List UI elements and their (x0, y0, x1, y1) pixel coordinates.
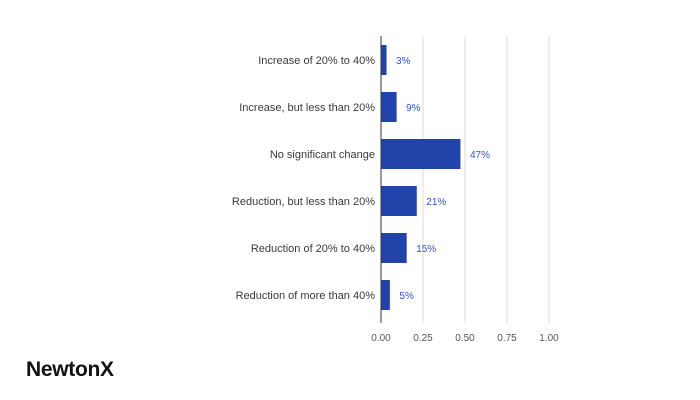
data-label: 5% (399, 291, 414, 302)
bar (381, 280, 390, 310)
bar (381, 92, 397, 122)
newtonx-logo: NewtonX (26, 358, 114, 381)
category-label: Reduction of 20% to 40% (251, 243, 375, 255)
bar (381, 233, 407, 263)
category-label: Increase, but less than 20% (239, 102, 375, 114)
x-tick-label: 0.50 (455, 333, 475, 344)
bar (381, 186, 417, 216)
bars (381, 45, 461, 310)
grid-lines (380, 36, 550, 323)
category-label: Reduction of more than 40% (236, 290, 376, 302)
x-tick-label: 0.75 (497, 333, 517, 344)
labels: 0.00 0.25 0.50 0.75 1.00 Increase of 20% to 4… (232, 55, 559, 344)
category-label: Reduction, but less than 20% (232, 196, 375, 208)
data-label: 21% (426, 197, 446, 208)
data-label: 3% (396, 56, 411, 67)
bar (381, 45, 387, 75)
x-tick-label: 0.00 (371, 333, 391, 344)
x-tick-label: 1.00 (539, 333, 559, 344)
data-label: 47% (470, 150, 490, 161)
data-label: 15% (416, 244, 436, 255)
data-label: 9% (406, 103, 421, 114)
category-label: No significant change (270, 149, 375, 161)
bar (381, 139, 461, 169)
category-label: Increase of 20% to 40% (258, 55, 375, 67)
x-tick-label: 0.25 (413, 333, 433, 344)
